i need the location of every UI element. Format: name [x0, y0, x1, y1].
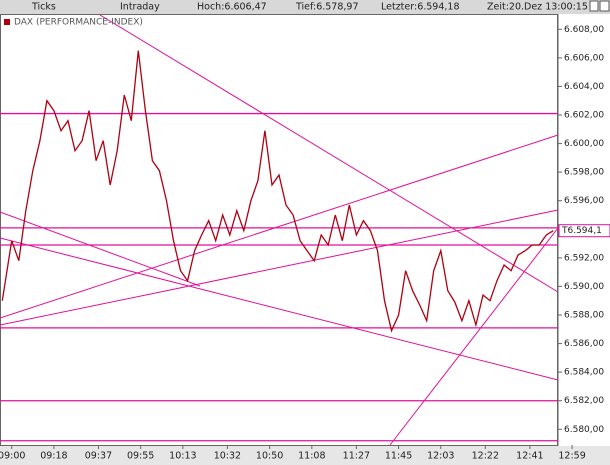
last-price-label: T6.594,1	[561, 226, 602, 236]
y-tick-label: 6.598,00	[564, 168, 604, 178]
trend-line	[0, 209, 559, 326]
last: Letzter:6.594,18	[381, 2, 460, 13]
x-axis-area	[0, 446, 610, 465]
y-tick-label: 6.602,00	[564, 111, 604, 121]
x-tick-label: 11:27	[343, 451, 370, 462]
icon[interactable]	[589, 0, 599, 12]
trend-line	[0, 134, 559, 319]
y-tick-label: 6.606,00	[564, 53, 604, 63]
y-tick-label: 6.580,00	[564, 425, 604, 435]
x-tick-label: 10:13	[169, 451, 196, 462]
high: Hoch:6.606,47	[197, 2, 267, 13]
y-tick-label: 6.586,00	[564, 339, 604, 349]
trend-line	[99, 14, 559, 293]
legend-swatch	[4, 19, 10, 25]
x-tick-label: 09:18	[40, 451, 67, 462]
x-tick-label: 09:55	[127, 451, 154, 462]
time: Zeit:20.Dez 13:00:15	[487, 2, 588, 13]
trend-line	[389, 227, 559, 446]
plot-frame	[0, 14, 558, 446]
y-tick-label: 6.600,00	[564, 139, 604, 149]
x-tick-label: 09:00	[0, 451, 25, 462]
y-tick-label: 6.604,00	[564, 82, 604, 92]
y-tick-label: 6.584,00	[564, 368, 604, 378]
y-tick-label: 6.592,00	[564, 253, 604, 263]
x-tick-label: 11:08	[298, 451, 325, 462]
range[interactable]: Intraday	[120, 2, 160, 13]
trend-lines	[0, 14, 559, 446]
legend: DAX (PERFORMANCE-INDEX)	[14, 18, 143, 28]
x-tick-label: 12:41	[516, 451, 543, 462]
price-line	[1, 50, 554, 333]
last-price-box	[558, 224, 610, 238]
icon[interactable]	[599, 0, 610, 12]
low: Tief:6.578,97	[295, 2, 359, 13]
x-tick-label: 10:50	[256, 451, 283, 462]
header-bar	[0, 0, 610, 14]
x-tick-label: 12:59	[558, 451, 585, 462]
y-tick-label: 6.608,00	[564, 25, 604, 35]
y-tick-label: 6.590,00	[564, 282, 604, 292]
x-tick-label: 12:03	[427, 451, 454, 462]
y-tick-label: 6.596,00	[564, 196, 604, 206]
x-tick-label: 12:22	[472, 451, 499, 462]
trend-line	[0, 211, 201, 287]
x-tick-label: 11:45	[385, 451, 412, 462]
x-tick-label: 09:37	[85, 451, 112, 462]
trend-line	[0, 237, 559, 381]
mode[interactable]: Ticks	[31, 2, 56, 13]
y-tick-label: 6.582,00	[564, 396, 604, 406]
y-tick-label: 6.588,00	[564, 311, 604, 321]
x-tick-label: 10:32	[214, 451, 241, 462]
